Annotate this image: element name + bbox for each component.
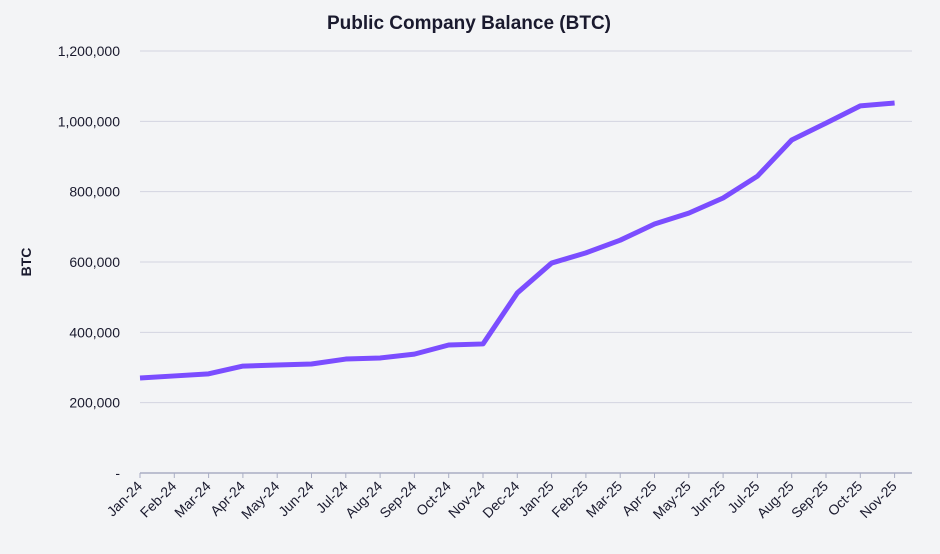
- x-tick-label: Feb-24: [137, 478, 180, 521]
- x-tick-label: Aug-24: [342, 478, 385, 521]
- x-tick-label: Jan-25: [515, 478, 557, 520]
- y-tick-label: 800,000: [69, 184, 120, 200]
- x-tick-label: Mar-25: [583, 478, 626, 521]
- x-tick-label: Sep-25: [788, 478, 831, 521]
- x-tick-label: Jun-24: [275, 478, 317, 520]
- y-tick-label: 600,000: [69, 254, 120, 270]
- x-tick-label: Sep-24: [376, 478, 419, 521]
- x-tick-label: Mar-24: [171, 478, 214, 521]
- chart-title: Public Company Balance (BTC): [327, 13, 611, 34]
- x-tick-label: Dec-24: [479, 478, 522, 521]
- y-tick-label: 200,000: [69, 395, 120, 411]
- x-tick-label: May-25: [650, 478, 694, 522]
- x-tick-label: Feb-25: [548, 478, 591, 521]
- x-tick-label: Jan-24: [104, 478, 146, 520]
- x-tick-label: Nov-25: [856, 478, 899, 521]
- y-tick-label: 1,200,000: [58, 43, 120, 59]
- y-tick-label: 1,000,000: [58, 113, 120, 129]
- y-axis-label: BTC: [18, 248, 34, 277]
- x-tick-label: Jun-25: [687, 478, 729, 520]
- series-line: [140, 103, 895, 378]
- x-tick-label: Aug-25: [754, 478, 797, 521]
- y-tick-label: 400,000: [69, 324, 120, 340]
- x-tick-label: May-24: [238, 478, 282, 522]
- x-tick-label: Nov-24: [445, 478, 488, 521]
- y-tick-label: -: [115, 465, 120, 481]
